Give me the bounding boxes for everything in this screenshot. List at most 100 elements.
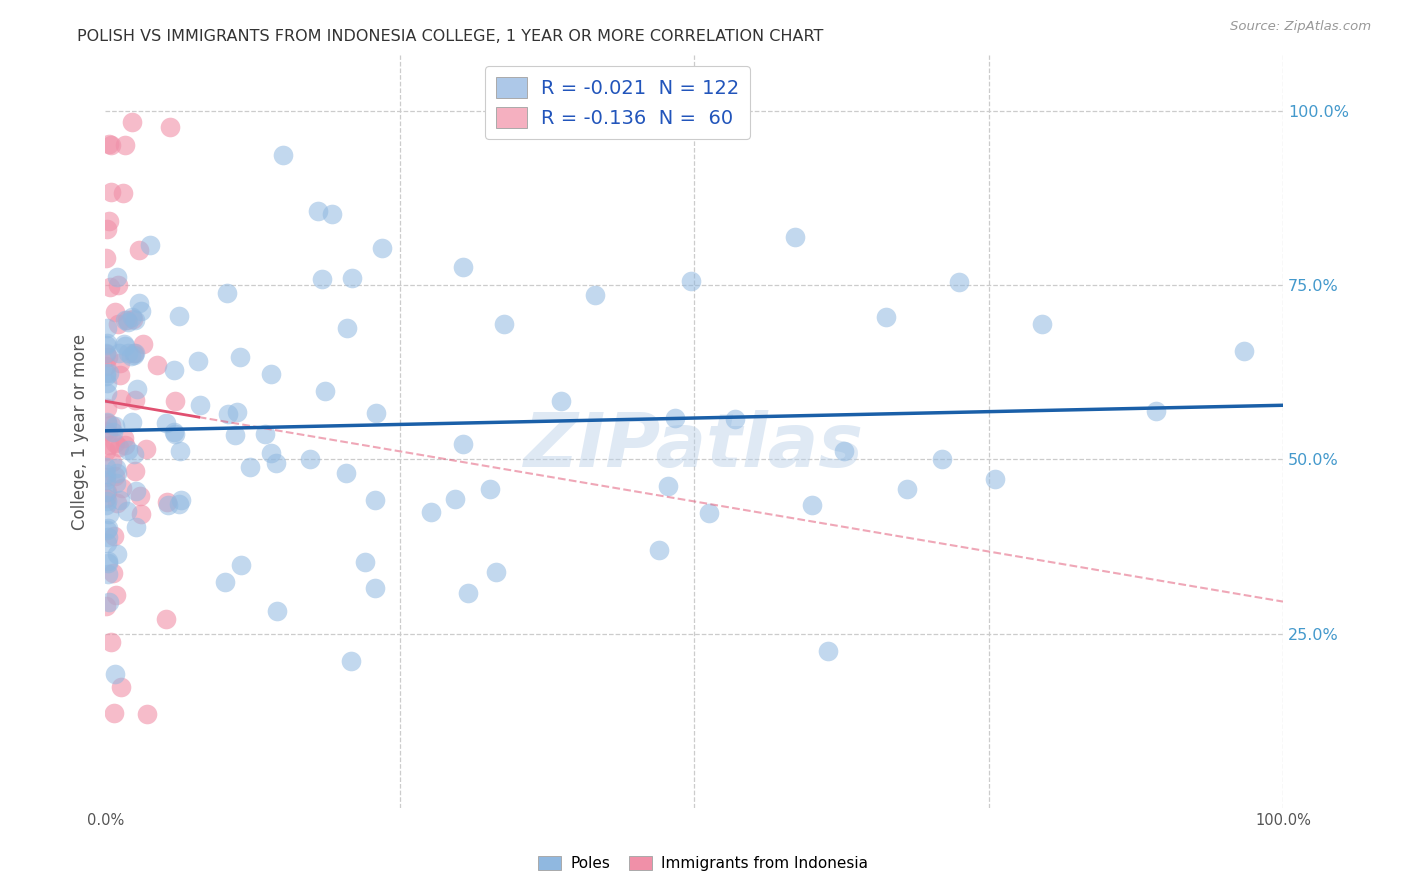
Point (485, 566, 508, 580)
Point (156, 498, 179, 512)
Point (96, 401, 118, 415)
Point (371, 241, 394, 255)
Point (550, 394, 572, 409)
Point (335, 466, 357, 480)
Point (121, 115, 143, 129)
Point (101, 425, 124, 439)
Point (103, 419, 125, 434)
Point (94, 359, 117, 373)
Point (648, 543, 671, 558)
Point (120, 350, 142, 364)
Point (114, 339, 136, 353)
Point (100, 185, 122, 199)
Point (98, 136, 121, 151)
Point (215, 285, 238, 300)
Point (121, 415, 143, 429)
Y-axis label: College, 1 year or more: College, 1 year or more (72, 334, 89, 530)
Point (103, 706, 125, 721)
Point (948, 275, 970, 289)
Point (98, 279, 121, 293)
Point (96, 376, 118, 390)
Point (97, 566, 120, 581)
Point (336, 321, 359, 335)
Point (125, 483, 148, 498)
Point (271, 148, 294, 162)
Point (121, 312, 143, 326)
Point (96, 366, 118, 380)
Point (103, 469, 125, 483)
Point (124, 392, 146, 407)
Point (115, 313, 138, 327)
Point (231, 558, 253, 572)
Point (117, 503, 139, 517)
Point (128, 243, 150, 257)
Point (155, 416, 177, 430)
Point (136, 706, 159, 721)
Point (163, 363, 186, 377)
Point (124, 313, 146, 327)
Point (107, 277, 129, 292)
Point (155, 612, 177, 626)
Point (800, 498, 823, 512)
Point (94, 347, 117, 361)
Point (105, 547, 128, 561)
Point (96, 444, 118, 458)
Point (170, 493, 193, 508)
Point (583, 287, 606, 301)
Point (307, 204, 329, 219)
Point (100, 634, 122, 648)
Point (697, 506, 720, 520)
Point (783, 230, 806, 244)
Point (96, 417, 118, 431)
Point (122, 347, 145, 361)
Point (97, 350, 120, 364)
Point (105, 496, 128, 510)
Point (1031, 317, 1053, 331)
Legend: Poles, Immigrants from Indonesia: Poles, Immigrants from Indonesia (533, 849, 873, 877)
Point (105, 588, 128, 602)
Point (229, 351, 252, 365)
Point (453, 437, 475, 451)
Point (94, 424, 117, 438)
Point (112, 432, 135, 446)
Point (214, 575, 236, 590)
Point (100, 138, 122, 153)
Point (110, 392, 132, 406)
Point (104, 436, 127, 450)
Point (117, 345, 139, 359)
Point (96, 485, 118, 500)
Point (104, 461, 127, 475)
Point (96, 467, 118, 481)
Point (114, 138, 136, 153)
Point (111, 186, 134, 200)
Point (896, 482, 918, 496)
Point (94, 491, 117, 506)
Point (101, 455, 124, 469)
Point (108, 492, 131, 507)
Point (817, 644, 839, 658)
Point (125, 382, 148, 396)
Point (122, 447, 145, 461)
Point (105, 467, 128, 481)
Point (121, 310, 143, 324)
Point (664, 410, 686, 425)
Point (129, 303, 152, 318)
Point (340, 270, 363, 285)
Point (124, 346, 146, 360)
Point (107, 441, 129, 455)
Point (364, 493, 387, 508)
Point (298, 452, 321, 467)
Point (169, 309, 191, 323)
Point (103, 528, 125, 542)
Point (96, 369, 118, 384)
Point (96, 498, 118, 512)
Point (96, 346, 118, 360)
Point (101, 566, 124, 580)
Point (96, 336, 118, 351)
Point (156, 495, 179, 509)
Point (226, 405, 249, 419)
Point (139, 237, 162, 252)
Point (679, 275, 702, 289)
Point (124, 519, 146, 533)
Point (314, 384, 336, 398)
